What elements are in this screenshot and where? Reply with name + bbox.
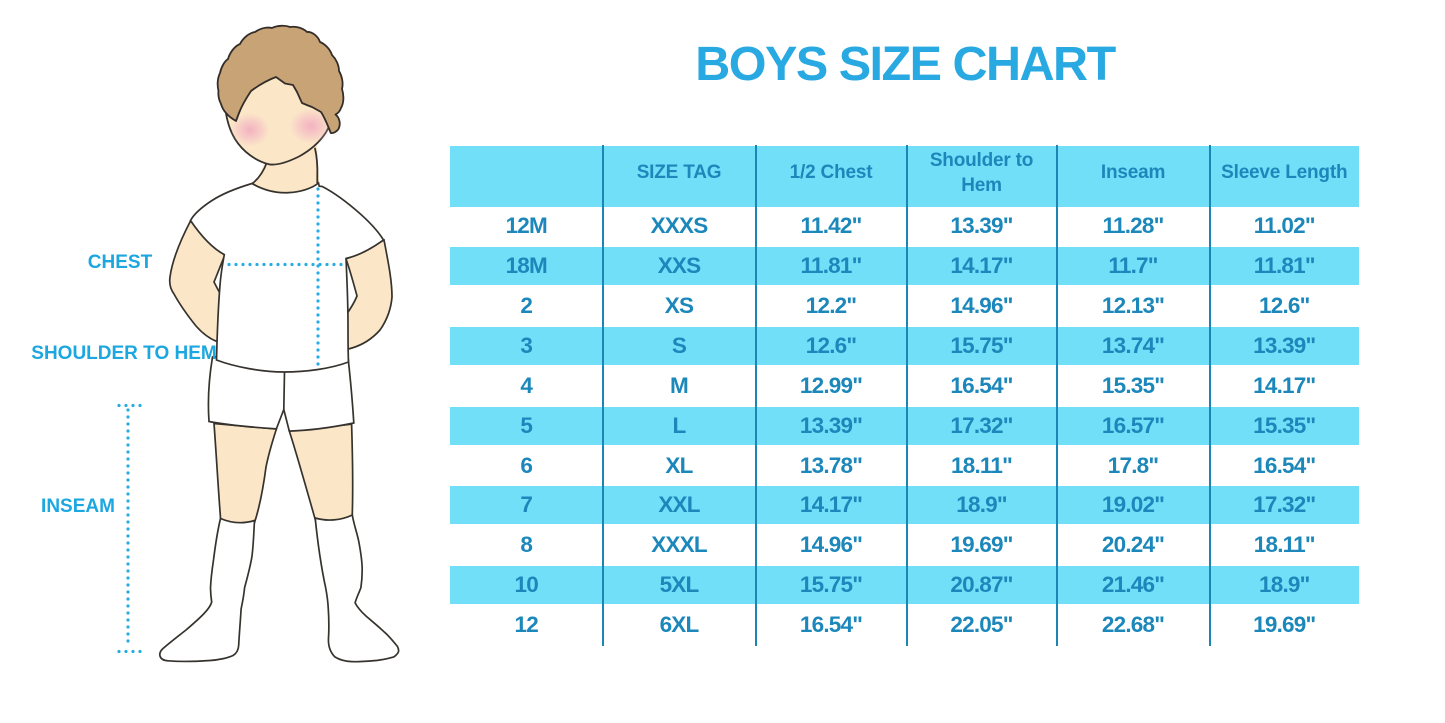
svg-text:SHOULDER TO HEM: SHOULDER TO HEM bbox=[31, 343, 216, 364]
svg-text:CHEST: CHEST bbox=[88, 252, 153, 273]
svg-text:INSEAM: INSEAM bbox=[41, 496, 115, 517]
